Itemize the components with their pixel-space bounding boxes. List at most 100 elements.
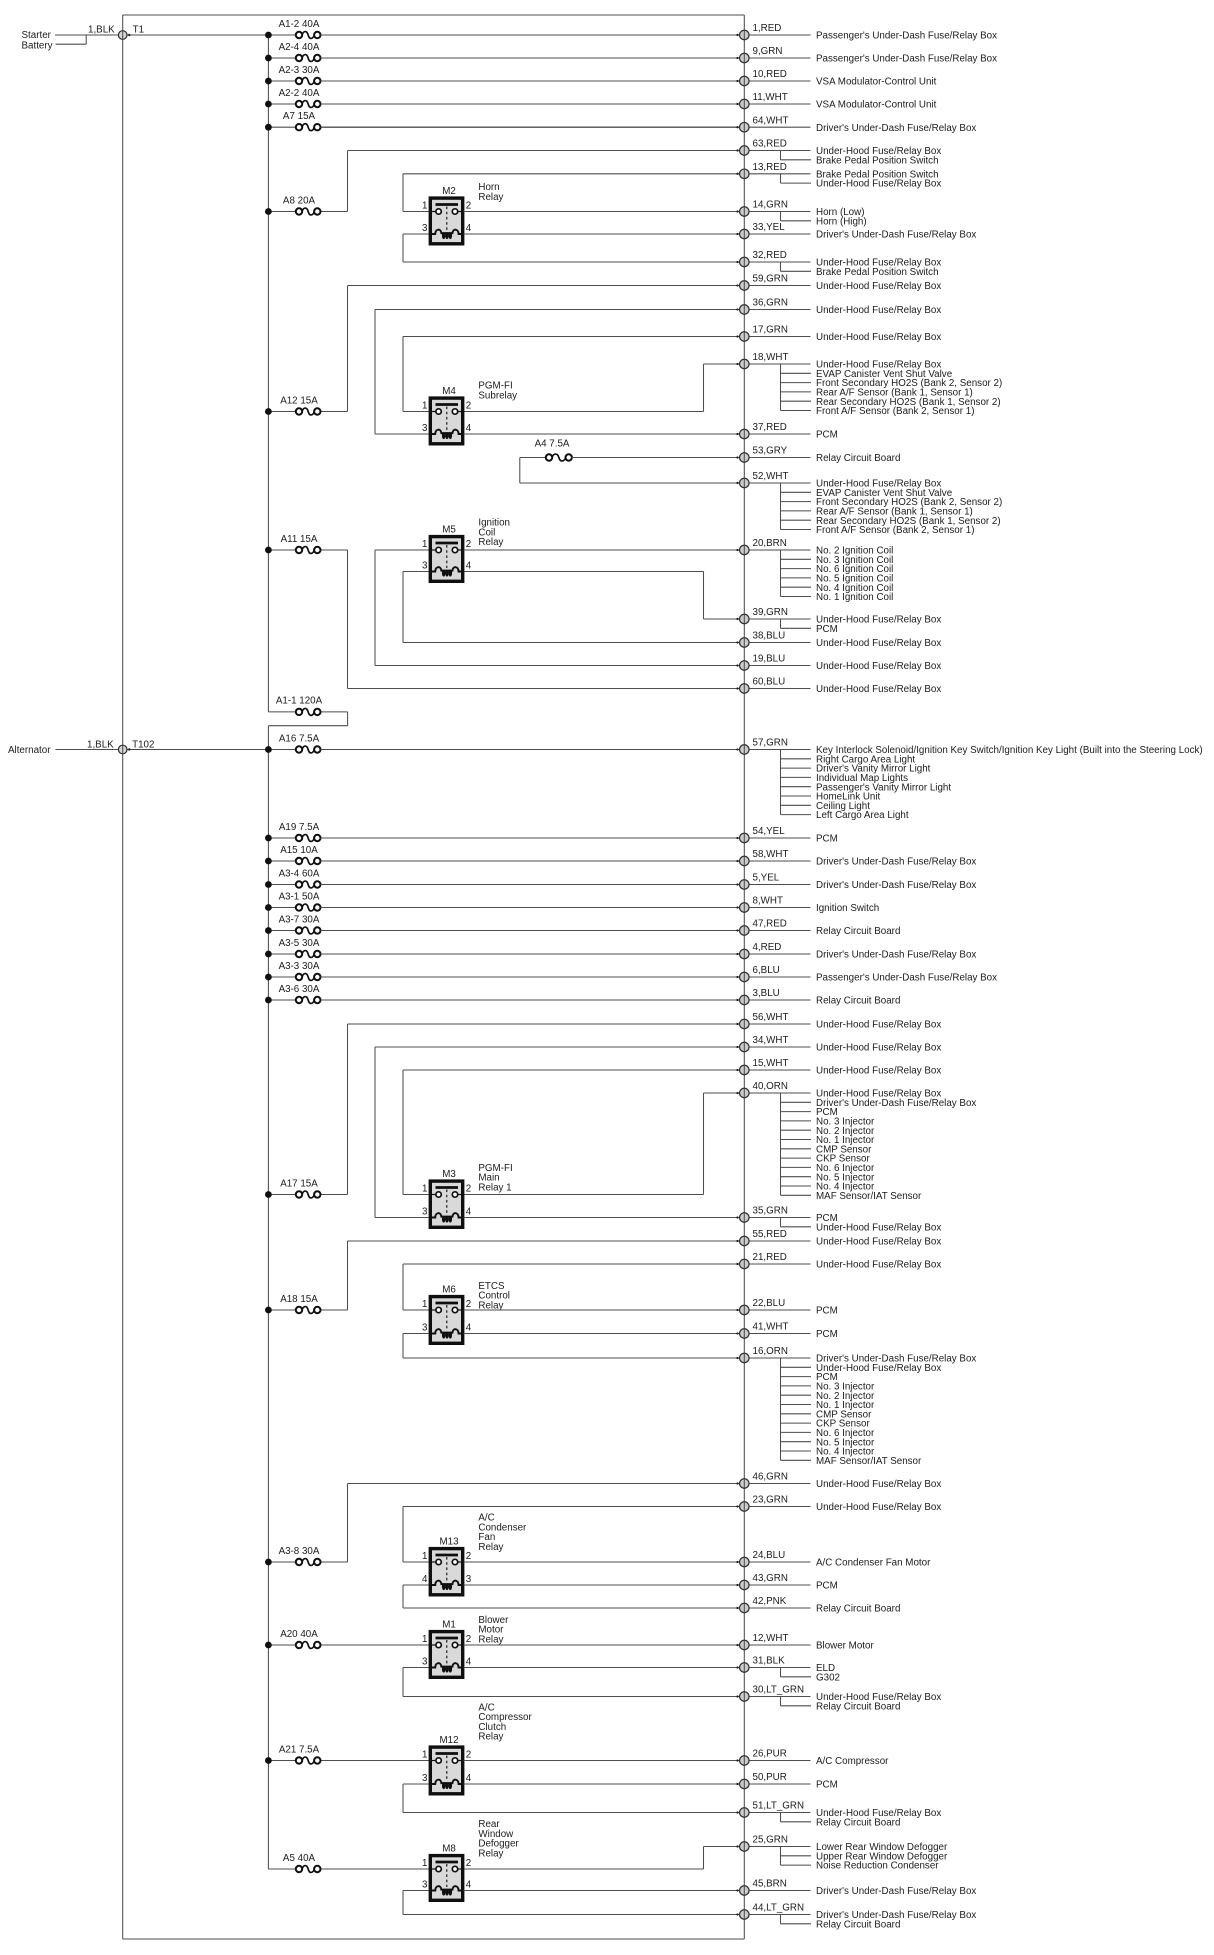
svg-text:59,GRN: 59,GRN [753, 274, 788, 285]
svg-text:ETCS: ETCS [478, 1281, 505, 1292]
svg-text:Brake Pedal Position Switch: Brake Pedal Position Switch [816, 267, 939, 278]
svg-text:41,WHT: 41,WHT [753, 1322, 789, 1333]
svg-text:Under-Hood Fuse/Relay Box: Under-Hood Fuse/Relay Box [816, 1237, 941, 1248]
svg-text:PCM: PCM [816, 1107, 838, 1118]
svg-text:A/C Compressor: A/C Compressor [816, 1756, 889, 1767]
svg-text:No. 4 Ignition Coil: No. 4 Ignition Coil [816, 583, 893, 594]
svg-text:Ignition: Ignition [478, 518, 510, 529]
svg-text:4: 4 [466, 423, 472, 434]
svg-text:1,RED: 1,RED [753, 23, 782, 34]
svg-text:Defogger: Defogger [478, 1839, 519, 1850]
svg-text:Under-Hood Fuse/Relay Box: Under-Hood Fuse/Relay Box [816, 1222, 941, 1233]
svg-text:2: 2 [466, 539, 471, 550]
svg-text:4: 4 [466, 560, 472, 571]
svg-text:MAF Sensor/IAT Sensor: MAF Sensor/IAT Sensor [816, 1456, 922, 1467]
svg-text:Under-Hood Fuse/Relay Box: Under-Hood Fuse/Relay Box [816, 684, 941, 695]
svg-text:Driver's Under-Dash Fuse/Relay: Driver's Under-Dash Fuse/Relay Box [816, 1354, 976, 1365]
svg-text:Driver's Under-Dash Fuse/Relay: Driver's Under-Dash Fuse/Relay Box [816, 950, 976, 961]
svg-text:A20 40A: A20 40A [280, 1629, 318, 1640]
svg-text:2: 2 [466, 1183, 471, 1194]
svg-text:Relay Circuit Board: Relay Circuit Board [816, 1604, 900, 1615]
svg-text:4: 4 [466, 1322, 472, 1333]
svg-text:VSA Modulator-Control Unit: VSA Modulator-Control Unit [816, 100, 937, 111]
svg-text:Relay Circuit Board: Relay Circuit Board [816, 1701, 900, 1712]
svg-text:3: 3 [422, 1773, 428, 1784]
svg-text:PCM: PCM [816, 1372, 838, 1383]
svg-text:35,GRN: 35,GRN [753, 1206, 788, 1217]
svg-text:Under-Hood Fuse/Relay Box: Under-Hood Fuse/Relay Box [816, 615, 941, 626]
svg-text:Under-Hood Fuse/Relay Box: Under-Hood Fuse/Relay Box [816, 1020, 941, 1031]
svg-text:1,BLK: 1,BLK [88, 25, 115, 36]
svg-text:A19 7.5A: A19 7.5A [279, 822, 320, 833]
svg-text:Battery: Battery [22, 40, 53, 51]
svg-text:4,RED: 4,RED [753, 942, 782, 953]
svg-text:Under-Hood Fuse/Relay Box: Under-Hood Fuse/Relay Box [816, 661, 941, 672]
svg-text:A3-4 60A: A3-4 60A [279, 868, 320, 879]
svg-text:Main: Main [478, 1173, 499, 1184]
svg-text:33,YEL: 33,YEL [753, 222, 786, 233]
svg-text:4: 4 [466, 1206, 472, 1217]
svg-text:PCM: PCM [816, 1306, 838, 1317]
svg-text:1: 1 [422, 539, 427, 550]
svg-text:M1: M1 [442, 1619, 456, 1630]
svg-text:A3-5 30A: A3-5 30A [279, 938, 320, 949]
svg-text:A2-4 40A: A2-4 40A [279, 42, 320, 53]
svg-text:A2-2 40A: A2-2 40A [279, 88, 320, 99]
svg-text:A11 15A: A11 15A [281, 534, 318, 545]
svg-text:PGM-FI: PGM-FI [478, 381, 512, 392]
svg-text:Rear Secondary HO2S (Bank 1, S: Rear Secondary HO2S (Bank 1, Sensor 2) [816, 397, 1001, 408]
svg-text:15,WHT: 15,WHT [753, 1058, 789, 1069]
svg-text:A21 7.5A: A21 7.5A [279, 1744, 320, 1755]
svg-text:Horn: Horn [478, 182, 499, 193]
svg-text:21,RED: 21,RED [753, 1252, 787, 1263]
svg-text:1: 1 [422, 1551, 427, 1562]
svg-text:Compressor: Compressor [478, 1712, 532, 1723]
svg-text:11,WHT: 11,WHT [753, 92, 788, 103]
svg-text:Relay 1: Relay 1 [478, 1182, 511, 1193]
svg-text:A1-1 120A: A1-1 120A [276, 696, 323, 707]
svg-text:Under-Hood Fuse/Relay Box: Under-Hood Fuse/Relay Box [816, 1260, 941, 1271]
svg-text:8,WHT: 8,WHT [753, 896, 783, 907]
svg-text:24,BLU: 24,BLU [753, 1550, 786, 1561]
svg-text:Window: Window [478, 1829, 514, 1840]
svg-text:M5: M5 [442, 524, 456, 535]
svg-text:Alternator: Alternator [8, 745, 51, 756]
svg-text:Front Secondary HO2S (Bank 2,: Front Secondary HO2S (Bank 2, Sensor 2) [816, 378, 1002, 389]
svg-text:Coil: Coil [478, 527, 495, 538]
svg-text:47,RED: 47,RED [753, 919, 787, 930]
svg-text:1: 1 [422, 1299, 427, 1310]
svg-text:Passenger's Under-Dash Fuse/Re: Passenger's Under-Dash Fuse/Relay Box [816, 31, 997, 42]
svg-text:36,GRN: 36,GRN [753, 298, 788, 309]
svg-text:Under-Hood Fuse/Relay Box: Under-Hood Fuse/Relay Box [816, 1479, 941, 1490]
svg-text:1: 1 [422, 400, 427, 411]
svg-text:No. 1 Injector: No. 1 Injector [816, 1135, 875, 1146]
svg-text:ELD: ELD [816, 1663, 835, 1674]
svg-text:M3: M3 [442, 1169, 456, 1180]
svg-text:PCM: PCM [816, 430, 838, 441]
svg-text:56,WHT: 56,WHT [753, 1012, 789, 1023]
svg-text:A/C Condenser Fan Motor: A/C Condenser Fan Motor [816, 1558, 931, 1569]
svg-text:Motor: Motor [478, 1625, 504, 1636]
svg-text:6,BLU: 6,BLU [753, 965, 780, 976]
svg-text:3: 3 [422, 560, 428, 571]
svg-text:Driver's Under-Dash Fuse/Relay: Driver's Under-Dash Fuse/Relay Box [816, 230, 976, 241]
svg-text:50,PUR: 50,PUR [753, 1772, 787, 1783]
svg-text:Under-Hood Fuse/Relay Box: Under-Hood Fuse/Relay Box [816, 1066, 941, 1077]
svg-text:1: 1 [422, 200, 427, 211]
svg-text:A3-3 30A: A3-3 30A [279, 961, 320, 972]
svg-text:A16 7.5A: A16 7.5A [279, 733, 320, 744]
svg-text:1: 1 [422, 1183, 427, 1194]
svg-text:PCM: PCM [816, 1780, 838, 1791]
svg-text:45,BRN: 45,BRN [753, 1879, 787, 1890]
svg-text:Driver's Vanity Mirror Light: Driver's Vanity Mirror Light [816, 764, 931, 775]
svg-text:Relay Circuit Board: Relay Circuit Board [816, 1817, 900, 1828]
svg-text:M4: M4 [442, 386, 456, 397]
svg-text:37,RED: 37,RED [753, 422, 787, 433]
svg-text:PCM: PCM [816, 1581, 838, 1592]
svg-text:4: 4 [466, 1879, 472, 1890]
svg-text:Brake Pedal Position Switch: Brake Pedal Position Switch [816, 155, 939, 166]
svg-text:PCM: PCM [816, 1329, 838, 1340]
svg-text:No. 1 Ignition Coil: No. 1 Ignition Coil [816, 592, 893, 603]
svg-text:No. 2 Injector: No. 2 Injector [816, 1391, 875, 1402]
svg-text:Relay Circuit Board: Relay Circuit Board [816, 453, 900, 464]
